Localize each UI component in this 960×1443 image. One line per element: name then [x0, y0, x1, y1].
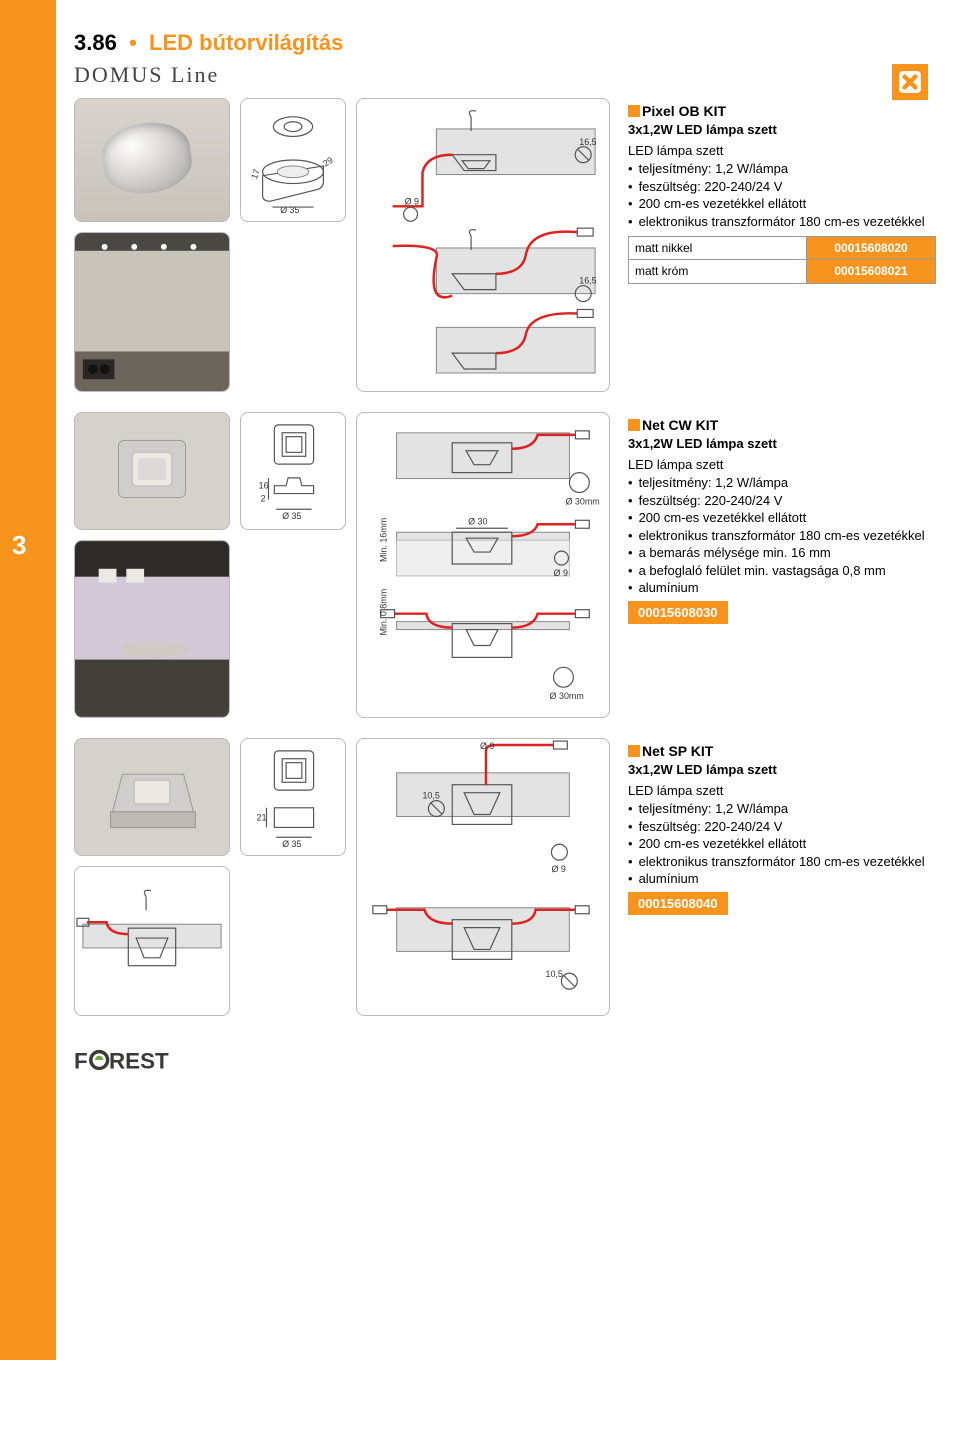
ambient-photo: [74, 232, 230, 392]
order-code: 00015608021: [807, 260, 936, 283]
ambient-photo: [74, 540, 230, 718]
product-info-pixel: Pixel OB KIT 3x1,2W LED lámpa szett LED …: [620, 98, 944, 392]
bullet: teljesítmény: 1,2 W/lámpa: [628, 800, 936, 818]
bullet: alumínium: [628, 870, 936, 888]
brand-line: DOMUS Line: [74, 62, 944, 88]
page-content: 3.86 • LED bútorvilágítás DOMUS Line: [74, 0, 944, 1080]
title-dot: •: [123, 30, 143, 55]
dim-step: 2: [261, 493, 266, 503]
order-code: 00015608030: [628, 601, 728, 625]
dim-h: 17: [249, 168, 262, 181]
page-title: 3.86 • LED bútorvilágítás: [74, 30, 944, 56]
dim-edge: 10,5: [422, 791, 439, 801]
order-code: 00015608040: [628, 892, 728, 916]
install-drawing-side: [74, 866, 230, 1016]
product-photo: [74, 412, 230, 530]
logo-text: REST: [109, 1048, 169, 1073]
product-info-netsp: Net SP KIT 3x1,2W LED lámpa szett LED lá…: [620, 738, 944, 1016]
bullet: elektronikus transzformátor 180 cm-es ve…: [628, 213, 936, 231]
footer-logo: F REST: [74, 1046, 214, 1080]
product-row-pixel: 17 29 Ø 35 Ø 9 16,5: [74, 98, 944, 392]
order-table: matt nikkel 00015608020 matt króm 000156…: [628, 236, 936, 283]
dim-h: 21: [257, 813, 267, 823]
side-stripe: [0, 0, 56, 1360]
table-row: matt króm 00015608021: [629, 260, 936, 283]
bullet: feszültség: 220-240/24 V: [628, 492, 936, 510]
dim-edge2: 10,5: [546, 969, 563, 979]
bullet: elektronikus transzformátor 180 cm-es ve…: [628, 527, 936, 545]
dim-hole: Ø 9: [554, 568, 568, 578]
order-code: 00015608020: [807, 237, 936, 260]
product-lead: LED lámpa szett: [628, 782, 936, 800]
dimension-drawing: 17 29 Ø 35: [240, 98, 346, 222]
product-title: Net CW KIT: [642, 417, 718, 433]
bullet: teljesítmény: 1,2 W/lámpa: [628, 474, 936, 492]
product-title: Net SP KIT: [642, 743, 713, 759]
bullet: a befoglaló felület min. vastagsága 0,8 …: [628, 562, 936, 580]
product-photo: [74, 98, 230, 222]
install-drawing: Ø 9 10,5 Ø 9 10,5: [356, 738, 610, 1016]
install-drawing: Ø 9 16,5 16,5: [356, 98, 610, 392]
dimension-drawing: 21 Ø 35: [240, 738, 346, 856]
bullet: a bemarás mélysége min. 16 mm: [628, 544, 936, 562]
bullet: alumínium: [628, 579, 936, 597]
dim-edge-bot: 16,5: [579, 276, 596, 286]
product-title: Pixel OB KIT: [642, 103, 726, 119]
product-info-netcw: Net CW KIT 3x1,2W LED lámpa szett LED lá…: [620, 412, 944, 718]
finish-label: matt nikkel: [629, 237, 807, 260]
dim-dia: Ø 35: [282, 839, 301, 849]
install-drawing: Ø 30mm Min. 16mm Ø 30 Ø 9 Min.: [356, 412, 610, 718]
product-subtitle: 3x1,2W LED lámpa szett: [628, 435, 936, 453]
product-lead: LED lámpa szett: [628, 142, 936, 160]
dim-edge-top: 16,5: [579, 137, 596, 147]
dim-clearance: Ø 30mm: [565, 496, 599, 506]
product-row-netsp: 21 Ø 35 Ø 9 10,5 Ø 9: [74, 738, 944, 1016]
page-number: 3.86: [74, 30, 117, 55]
bullet: teljesítmény: 1,2 W/lámpa: [628, 160, 936, 178]
bullet: feszültség: 220-240/24 V: [628, 178, 936, 196]
dim-min-depth: Min. 16mm: [379, 518, 389, 562]
bullet: elektronikus transzformátor 180 cm-es ve…: [628, 853, 936, 871]
dim-cutout: Ø 30: [468, 516, 487, 526]
bullet: feszültség: 220-240/24 V: [628, 818, 936, 836]
product-row-netcw: 16 2 Ø 35 Ø 30mm: [74, 412, 944, 718]
dim-hole2: Ø 9: [551, 864, 565, 874]
dim-top-hole: Ø 9: [480, 741, 494, 751]
dim-h: 16: [259, 481, 269, 491]
dim-dia: Ø 35: [280, 205, 299, 215]
svg-text:F: F: [74, 1048, 88, 1073]
dim-cable-hole: Ø 9: [405, 196, 419, 206]
dim-clearance2: Ø 30mm: [550, 691, 584, 701]
product-subtitle: 3x1,2W LED lámpa szett: [628, 121, 936, 139]
close-icon: [892, 64, 928, 100]
dim-dia: Ø 35: [282, 511, 301, 521]
finish-label: matt króm: [629, 260, 807, 283]
product-subtitle: 3x1,2W LED lámpa szett: [628, 761, 936, 779]
product-photo: [74, 738, 230, 856]
product-lead: LED lámpa szett: [628, 456, 936, 474]
bullet: 200 cm-es vezetékkel ellátott: [628, 835, 936, 853]
chapter-tab: 3: [12, 530, 26, 561]
dim-min-thk: Min. 0,8mm: [379, 589, 389, 636]
page-title-text: LED bútorvilágítás: [149, 30, 343, 55]
table-row: matt nikkel 00015608020: [629, 237, 936, 260]
bullet: 200 cm-es vezetékkel ellátott: [628, 509, 936, 527]
dimension-drawing: 16 2 Ø 35: [240, 412, 346, 530]
bullet: 200 cm-es vezetékkel ellátott: [628, 195, 936, 213]
